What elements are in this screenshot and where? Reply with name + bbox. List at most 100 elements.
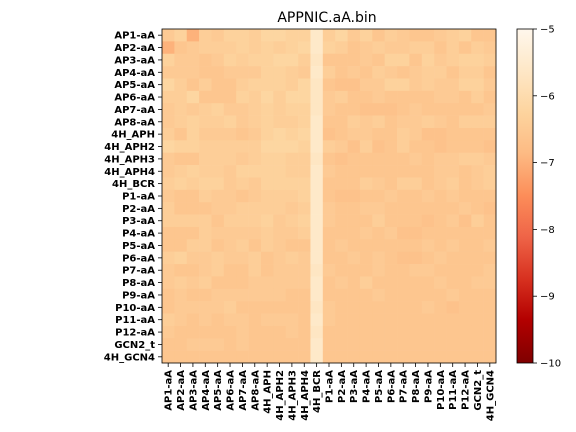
heatmap-cell [199, 177, 212, 191]
heatmap-cell [162, 264, 175, 277]
y-tick-label: AP7-aA [114, 105, 155, 116]
heatmap-cell [273, 90, 287, 104]
heatmap-cell [446, 251, 460, 265]
heatmap-cell [199, 202, 212, 215]
heatmap-cell [483, 214, 497, 228]
heatmap-cell [236, 127, 249, 141]
heatmap-cell [248, 251, 262, 265]
heatmap-cell [384, 276, 398, 290]
heatmap-cell [372, 127, 385, 141]
heatmap-cell [359, 140, 373, 154]
heatmap-cell [310, 78, 324, 92]
heatmap-cell [223, 338, 237, 351]
heatmap-cell [285, 127, 299, 141]
heatmap-cell [285, 288, 299, 302]
heatmap-cell [446, 29, 460, 42]
heatmap-cell [298, 41, 311, 55]
heatmap-cell [458, 226, 472, 240]
heatmap-cell [174, 251, 188, 265]
heatmap-cell [310, 127, 324, 141]
heatmap-cell [186, 103, 200, 116]
heatmap-cell [162, 202, 175, 215]
heatmap-cell [211, 29, 225, 42]
heatmap-cell [260, 264, 274, 277]
y-tick-label: P1-aA [122, 192, 155, 203]
heatmap-cell [397, 189, 410, 203]
heatmap-cell [434, 264, 447, 277]
heatmap-cell [174, 90, 188, 104]
heatmap-cell [273, 103, 287, 116]
heatmap-cell [199, 29, 212, 42]
heatmap-cell [434, 301, 447, 314]
heatmap-cell [162, 226, 175, 240]
heatmap-cell [335, 189, 348, 203]
heatmap-cell [199, 288, 212, 302]
heatmap-cell [223, 189, 237, 203]
heatmap-cell [174, 226, 188, 240]
heatmap-cell [384, 90, 398, 104]
heatmap-cell [421, 202, 435, 215]
heatmap-cell [162, 103, 175, 116]
heatmap-cell [421, 140, 435, 154]
heatmap-cell [186, 41, 200, 55]
heatmap-cell [223, 90, 237, 104]
heatmap-cell [359, 264, 373, 277]
heatmap-cell [199, 41, 212, 55]
heatmap-cell [298, 325, 311, 339]
x-tick-label: 4H_APH2 [275, 370, 286, 421]
heatmap-cell [322, 313, 336, 327]
heatmap-cell [446, 177, 460, 191]
heatmap-cell [186, 325, 200, 339]
heatmap-cell [421, 90, 435, 104]
heatmap-cells [162, 29, 497, 364]
heatmap-cell [260, 165, 274, 178]
heatmap-cell [335, 115, 348, 129]
x-tick-label: AP2-aA [176, 370, 187, 411]
heatmap-cell [409, 78, 423, 92]
x-tick-label: AP7-aA [238, 370, 249, 411]
heatmap-cell [285, 251, 299, 265]
heatmap-cell [409, 66, 423, 79]
heatmap-cell [359, 78, 373, 92]
heatmap-cell [458, 78, 472, 92]
heatmap-cell [347, 115, 361, 129]
heatmap-cell [446, 202, 460, 215]
heatmap-cell [199, 165, 212, 178]
heatmap-cell [434, 226, 447, 240]
heatmap-cell [310, 140, 324, 154]
heatmap-cell [347, 214, 361, 228]
heatmap-cell [236, 78, 249, 92]
heatmap-cell [397, 177, 410, 191]
heatmap-cell [260, 66, 274, 79]
y-tick-label: AP5-aA [114, 80, 155, 91]
heatmap-cell [335, 239, 348, 252]
heatmap-cell [446, 165, 460, 178]
heatmap-cell [458, 152, 472, 166]
heatmap-cell [260, 115, 274, 129]
heatmap-cell [347, 288, 361, 302]
heatmap-cell [260, 251, 274, 265]
heatmap-cell [211, 350, 225, 364]
chart-title: APPNIC.aA.bin [277, 10, 376, 26]
heatmap-cell [211, 66, 225, 79]
heatmap-cell [162, 90, 175, 104]
heatmap-cell [397, 214, 410, 228]
heatmap-cell [273, 127, 287, 141]
heatmap-cell [310, 301, 324, 314]
heatmap-cell [409, 276, 423, 290]
heatmap-cell [162, 66, 175, 79]
heatmap-cell [347, 350, 361, 364]
heatmap-cell [199, 115, 212, 129]
heatmap-cell [347, 338, 361, 351]
heatmap-cell [260, 288, 274, 302]
heatmap-cell [421, 78, 435, 92]
heatmap-cell [372, 301, 385, 314]
colorbar-tick-label: −7 [540, 158, 555, 169]
heatmap-cell [397, 338, 410, 351]
heatmap-cell [248, 288, 262, 302]
heatmap-cell [335, 29, 348, 42]
heatmap-cell [186, 276, 200, 290]
heatmap-cell [446, 264, 460, 277]
heatmap-cell [186, 53, 200, 67]
heatmap-cell [211, 239, 225, 252]
